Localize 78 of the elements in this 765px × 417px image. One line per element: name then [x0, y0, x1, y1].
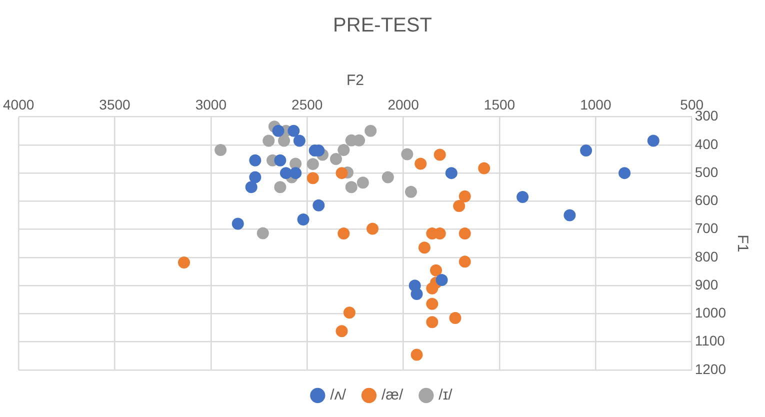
legend-label: /æ/ — [381, 386, 404, 404]
point — [618, 167, 631, 180]
point — [306, 158, 319, 170]
point — [262, 134, 275, 147]
y-tick-label: 400 — [694, 136, 718, 152]
point — [249, 171, 262, 184]
point — [290, 167, 302, 180]
x-tick-label: 2000 — [388, 96, 420, 112]
point — [445, 167, 458, 180]
point — [434, 148, 446, 161]
point — [405, 186, 417, 198]
x-tick-label: 3500 — [99, 96, 131, 112]
y-tick-label: 800 — [694, 248, 718, 264]
point — [418, 242, 430, 254]
y-tick-label: 900 — [694, 276, 718, 292]
point — [178, 256, 190, 269]
point — [256, 227, 269, 240]
point — [410, 348, 423, 361]
point — [580, 144, 592, 157]
point — [306, 172, 319, 184]
point — [426, 298, 438, 310]
x-tick-label: 3000 — [195, 96, 227, 112]
legend-label: /ʌ/ — [330, 386, 347, 404]
point — [232, 218, 244, 230]
point — [516, 190, 529, 203]
point — [278, 134, 290, 147]
point — [245, 181, 258, 194]
point — [401, 148, 414, 160]
point — [364, 124, 377, 137]
legend-label: /ɪ/ — [438, 386, 454, 404]
point — [458, 190, 471, 202]
point — [453, 200, 466, 212]
y-tick-label: 700 — [694, 220, 718, 236]
point — [410, 288, 423, 300]
point — [430, 264, 442, 276]
point — [449, 312, 462, 324]
point — [436, 274, 448, 286]
point — [312, 199, 325, 212]
y-tick-label: 500 — [694, 164, 718, 180]
point — [336, 325, 348, 338]
y-axis-title: F1 — [734, 234, 751, 252]
point — [366, 222, 379, 235]
point — [345, 181, 358, 194]
point — [288, 124, 300, 137]
point — [458, 256, 471, 268]
x-tick-label: 4000 — [2, 96, 34, 112]
point — [297, 213, 310, 226]
point — [458, 228, 471, 240]
x-axis-title: F2 — [346, 72, 364, 90]
point — [382, 171, 394, 184]
x-tick-label: 500 — [680, 96, 704, 112]
point — [564, 209, 576, 222]
point — [647, 134, 660, 147]
y-tick-label: 600 — [694, 192, 718, 208]
point — [214, 144, 227, 156]
point — [338, 228, 350, 240]
point — [293, 134, 306, 147]
x-tick-label: 2500 — [292, 96, 323, 112]
y-tick-label: 1100 — [694, 332, 726, 349]
x-tick-label: 1500 — [484, 96, 516, 112]
y-tick-label: 1200 — [694, 360, 726, 377]
point — [336, 167, 348, 180]
point — [414, 158, 427, 170]
x-tick-label: 1000 — [580, 96, 612, 112]
point — [426, 282, 438, 294]
point — [343, 306, 356, 319]
point — [330, 153, 342, 165]
point — [478, 162, 490, 174]
chart-title: PRE-TEST — [333, 14, 432, 37]
point — [280, 167, 292, 180]
point — [356, 176, 369, 189]
point — [272, 124, 284, 137]
point — [249, 154, 262, 166]
point — [274, 181, 286, 194]
point — [274, 154, 286, 166]
y-tick-label: 1000 — [694, 304, 726, 321]
point — [338, 144, 350, 156]
point — [426, 316, 438, 328]
